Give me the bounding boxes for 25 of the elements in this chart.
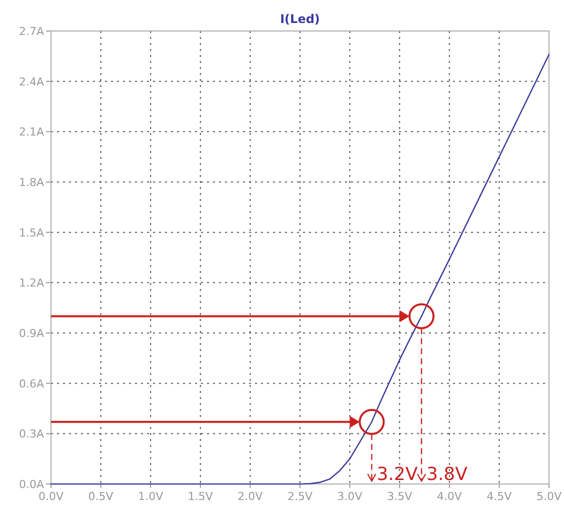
x-tick-label: 1.0V bbox=[138, 490, 164, 503]
x-tick-label: 0.0V bbox=[38, 490, 64, 503]
x-tick-label: 2.0V bbox=[238, 490, 264, 503]
x-tick-label: 3.5V bbox=[387, 490, 413, 503]
y-tick-label: 2.1A bbox=[18, 126, 44, 139]
y-tick-label: 1.2A bbox=[18, 276, 44, 290]
y-tick-label: 1.8A bbox=[18, 176, 44, 189]
y-tick-label: 2.7A bbox=[18, 25, 44, 38]
x-tick-label: 1.5V bbox=[188, 490, 214, 503]
ref-line-label: 3.2V bbox=[376, 464, 418, 485]
x-tick-label: 2.5V bbox=[287, 490, 313, 503]
chart-title: I(Led) bbox=[280, 12, 320, 26]
y-tick-label: 1.5A bbox=[18, 226, 44, 240]
x-tick-label: 4.5V bbox=[486, 490, 512, 503]
y-tick-label: 0.0A bbox=[18, 478, 44, 491]
x-tick-label: 4.0V bbox=[436, 490, 462, 503]
y-tick-label: 0.6A bbox=[18, 377, 44, 390]
x-tick-label: 5.0V bbox=[536, 490, 562, 503]
x-tick-label: 3.0V bbox=[337, 490, 363, 503]
y-tick-label: 0.9A bbox=[18, 327, 44, 340]
ref-line-label: 3.8V bbox=[426, 464, 468, 485]
y-tick-label: 2.4A bbox=[18, 75, 44, 88]
line-series bbox=[50, 54, 550, 485]
y-tick-label: 0.3A bbox=[18, 428, 44, 441]
x-tick-label: 0.5V bbox=[88, 490, 114, 503]
